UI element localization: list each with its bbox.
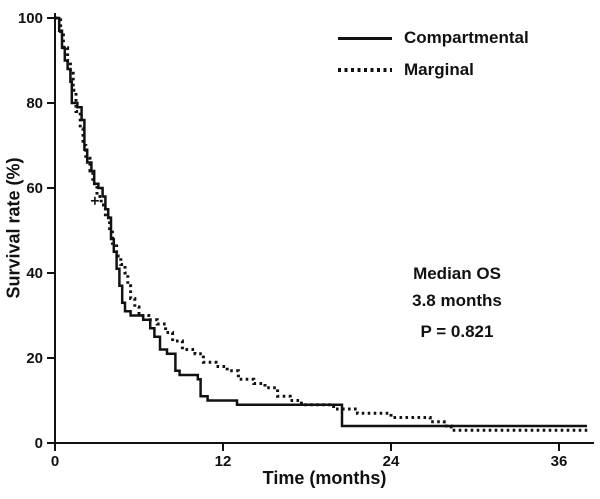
x-tick-label: 0 [51, 453, 59, 470]
series-marginal-line [55, 16, 590, 432]
y-axis-label: Survival rate (%) [3, 157, 24, 299]
annotation-p-value: P = 0.821 [420, 322, 494, 341]
y-tick-label: 100 [18, 10, 43, 27]
annotation-months: 3.8 months [412, 291, 502, 310]
annotation-median-os: Median OS [413, 264, 501, 283]
solid-line-swatch [338, 36, 392, 40]
legend: Compartmental Marginal [338, 26, 529, 90]
x-axis-label: Time (months) [262, 468, 387, 488]
legend-item-compartmental: Compartmental [338, 26, 529, 50]
y-tick-label: 40 [26, 265, 43, 282]
y-tick-label: 0 [35, 435, 43, 452]
legend-label-marginal: Marginal [404, 60, 474, 79]
legend-label-compartmental: Compartmental [404, 28, 529, 47]
y-tick-label: 60 [26, 180, 43, 197]
y-tick-label: 80 [26, 95, 43, 112]
series-compartmental-line [55, 16, 587, 428]
y-tick-label: 20 [26, 350, 43, 367]
legend-item-marginal: Marginal [338, 58, 529, 82]
median-os-annotation: Median OS 3.8 months P = 0.821 [393, 260, 521, 345]
x-tick-label: 24 [383, 453, 400, 470]
dotted-line-swatch [338, 68, 392, 72]
x-tick-label: 12 [215, 453, 232, 470]
x-tick-label: 36 [551, 453, 568, 470]
